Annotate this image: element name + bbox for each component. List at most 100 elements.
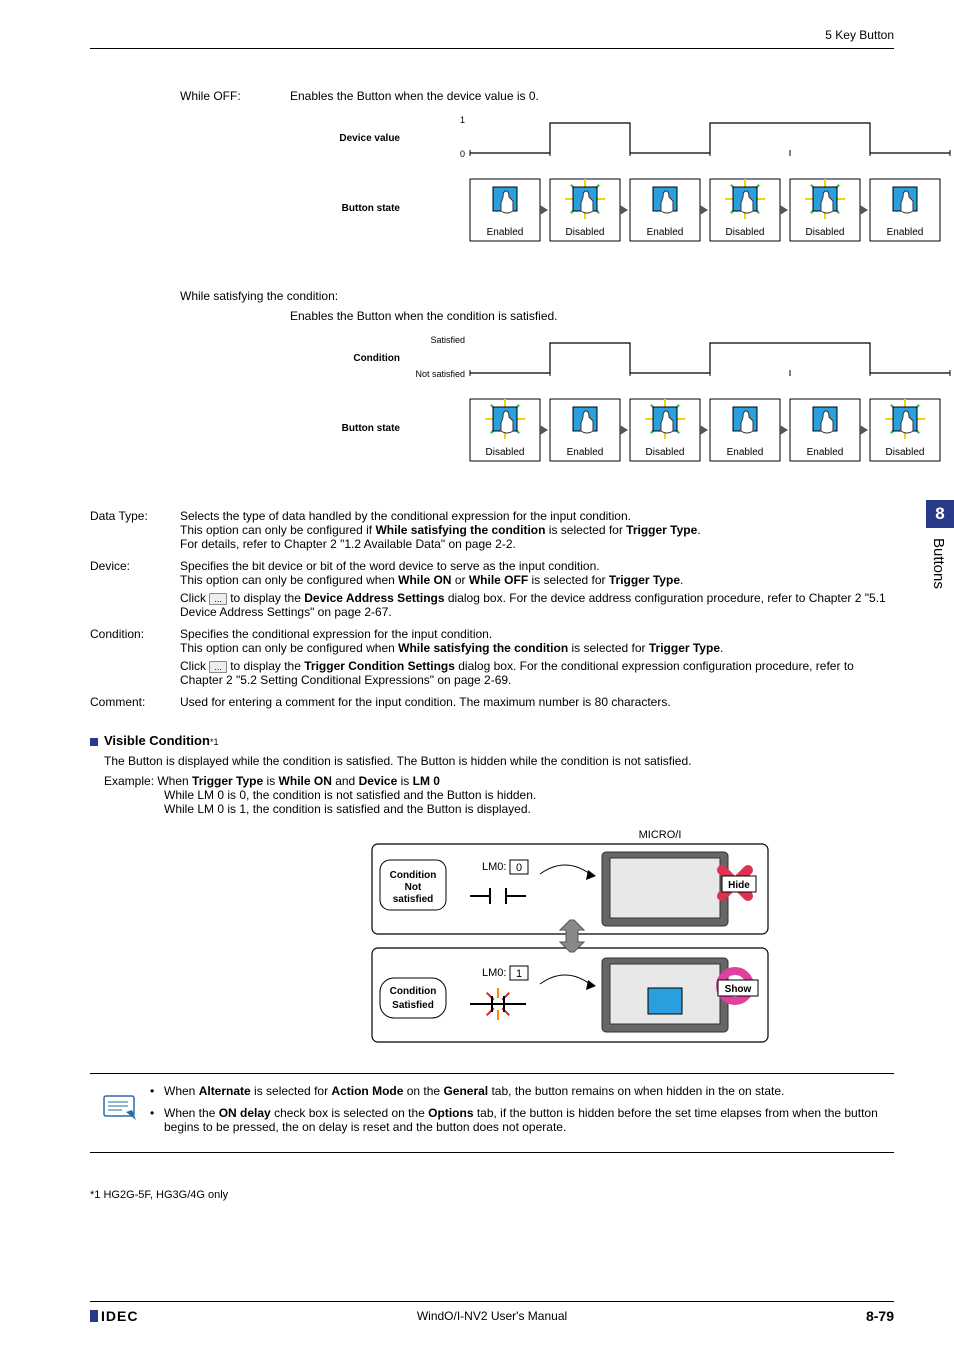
svg-text:Condition: Condition — [353, 353, 400, 364]
device-text: Specifies the bit device or bit of the w… — [180, 559, 894, 619]
dt-l1: Selects the type of data handled by the … — [180, 509, 631, 523]
n1b: Alternate — [199, 1084, 251, 1098]
n2b: ON delay — [219, 1106, 271, 1120]
ellipsis-button[interactable]: ... — [209, 593, 227, 605]
dv-l2c: or — [451, 573, 468, 587]
n2c: check box is selected on the — [271, 1106, 428, 1120]
dt-l2e: . — [697, 523, 700, 537]
cd-l2d: Trigger Type — [649, 641, 720, 655]
dt-l2c: is selected for — [545, 523, 626, 537]
cd-l3c: Trigger Condition Settings — [304, 659, 455, 673]
svg-text:Disabled: Disabled — [486, 447, 525, 458]
svg-text:0: 0 — [460, 149, 465, 159]
n1a: When — [164, 1084, 199, 1098]
svg-text:Satisfied: Satisfied — [430, 335, 465, 345]
cd-l2a: This option can only be configured when — [180, 641, 398, 655]
dt-l2b: While satisfying the condition — [375, 523, 545, 537]
dv-l3b: to display the — [227, 591, 304, 605]
note-1: When Alternate is selected for Action Mo… — [164, 1084, 784, 1098]
ex-e: and — [332, 774, 359, 788]
note-box: • When Alternate is selected for Action … — [90, 1073, 894, 1153]
svg-text:Not satisfied: Not satisfied — [415, 369, 465, 379]
ex-d: While ON — [279, 774, 332, 788]
svg-text:Enabled: Enabled — [567, 447, 604, 458]
svg-text:Enabled: Enabled — [647, 227, 684, 238]
svg-text:MICRO/I: MICRO/I — [639, 829, 682, 841]
while-off-diagram: Device value 1 0 Button state Enabled Disable… — [90, 111, 894, 271]
dv-l3c: Device Address Settings — [304, 591, 444, 605]
svg-text:LM0:: LM0: — [482, 967, 506, 979]
footnote: *1 HG2G-5F, HG3G/4G only — [90, 1189, 894, 1201]
n2a: When the — [164, 1106, 219, 1120]
svg-text:LM0:: LM0: — [482, 861, 506, 873]
svg-text:Enabled: Enabled — [487, 227, 524, 238]
comment-text: Used for entering a comment for the inpu… — [180, 695, 894, 709]
dv-l2g: . — [680, 573, 683, 587]
svg-text:Device value: Device value — [339, 133, 400, 144]
svg-text:Condition: Condition — [390, 986, 437, 997]
svg-text:Disabled: Disabled — [646, 447, 685, 458]
cd-l1: Specifies the conditional expression for… — [180, 627, 492, 641]
svg-text:1: 1 — [460, 115, 465, 125]
chapter-tab: 8 Buttons — [926, 500, 954, 598]
ex-c: is — [263, 774, 278, 788]
ellipsis-button[interactable]: ... — [209, 661, 227, 673]
n1g: tab, the button remains on when hidden i… — [488, 1084, 784, 1098]
microi-diagram: MICRO/IConditionNotsatisfiedLM0:0HideCon… — [370, 826, 894, 1059]
visible-l1: The Button is displayed while the condit… — [104, 754, 894, 768]
visible-example: Example: When Trigger Type is While ON a… — [104, 774, 894, 788]
svg-text:Hide: Hide — [728, 880, 750, 891]
dv-l2a: This option can only be configured when — [180, 573, 398, 587]
svg-text:0: 0 — [516, 862, 522, 874]
header-rule — [90, 48, 894, 49]
visible-title: Visible Condition — [104, 733, 210, 748]
ex-g: is — [397, 774, 412, 788]
while-off-desc: Enables the Button when the device value… — [290, 89, 894, 103]
dv-l2b: While ON — [398, 573, 451, 587]
cd-l2b: While satisfying the condition — [398, 641, 568, 655]
ex-h: LM 0 — [413, 774, 440, 788]
dv-l2f: Trigger Type — [609, 573, 680, 587]
svg-text:Button state: Button state — [342, 423, 401, 434]
dt-l2d: Trigger Type — [626, 523, 697, 537]
while-cond-label: While satisfying the condition: — [180, 289, 894, 303]
svg-text:Satisfied: Satisfied — [392, 1000, 434, 1011]
bullet-dot: • — [150, 1084, 164, 1098]
cd-l3b: to display the — [227, 659, 304, 673]
cd-l3a: Click — [180, 659, 209, 673]
n1f: General — [443, 1084, 488, 1098]
svg-text:Not: Not — [405, 882, 422, 893]
cd-l2c: is selected for — [568, 641, 649, 655]
data-type-text: Selects the type of data handled by the … — [180, 509, 894, 551]
dt-l3: For details, refer to Chapter 2 "1.2 Ava… — [180, 537, 516, 551]
svg-text:Disabled: Disabled — [726, 227, 765, 238]
while-off-label: While OFF: — [180, 89, 290, 103]
visible-sup: *1 — [210, 737, 219, 747]
comment-label: Comment: — [90, 695, 180, 709]
square-bullet-icon — [90, 738, 98, 746]
svg-text:Button state: Button state — [342, 203, 401, 214]
svg-text:Disabled: Disabled — [886, 447, 925, 458]
n1d: Action Mode — [331, 1084, 403, 1098]
while-cond-diagram: Condition Satisfied Not satisfied Button st… — [90, 331, 894, 491]
visible-condition-heading: Visible Condition*1 — [90, 733, 894, 748]
chapter-title: Buttons — [926, 528, 951, 598]
svg-text:Disabled: Disabled — [806, 227, 845, 238]
dv-l3a: Click — [180, 591, 209, 605]
svg-text:Condition: Condition — [390, 870, 437, 881]
data-type-label: Data Type: — [90, 509, 180, 551]
svg-text:Enabled: Enabled — [727, 447, 764, 458]
page-footer: IDEC WindO/I-NV2 User's Manual 8-79 — [90, 1301, 894, 1324]
svg-text:1: 1 — [516, 968, 522, 980]
ex-l3: While LM 0 is 1, the condition is satisf… — [164, 802, 894, 816]
svg-text:satisfied: satisfied — [393, 894, 434, 905]
note-icon — [90, 1084, 150, 1142]
svg-text:Enabled: Enabled — [887, 227, 924, 238]
ex-l2: While LM 0 is 0, the condition is not sa… — [164, 788, 894, 802]
while-cond-desc: Enables the Button when the condition is… — [290, 309, 894, 323]
dv-l2e: is selected for — [528, 573, 609, 587]
header-section: 5 Key Button — [90, 28, 894, 48]
note-2: When the ON delay check box is selected … — [164, 1106, 894, 1134]
chapter-number: 8 — [926, 500, 954, 528]
ex-f: Device — [359, 774, 398, 788]
